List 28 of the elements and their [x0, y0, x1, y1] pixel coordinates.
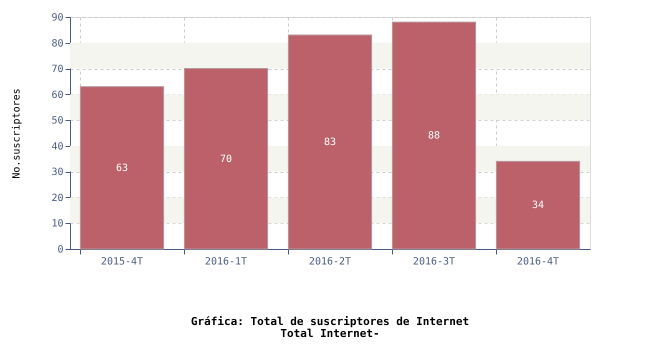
y-tick-label: 10	[51, 218, 64, 230]
y-tick-label: 80	[51, 38, 64, 50]
y-tick-label: 50	[51, 116, 64, 127]
y-tick-label: 30	[51, 167, 64, 178]
y-tick-label: 40	[51, 141, 64, 152]
y-tick-label: 0	[57, 244, 64, 256]
text: Total Internet-	[280, 327, 380, 340]
bar	[288, 34, 372, 250]
x-tick-label: 2016-3T	[412, 256, 456, 268]
data-label: 34	[532, 200, 544, 212]
x-tick-label: 2016-2T	[308, 256, 352, 268]
y-tick-label: 60	[51, 90, 64, 101]
bar	[392, 22, 476, 250]
bar	[80, 86, 164, 250]
bar	[184, 68, 268, 250]
data-label: 88	[428, 130, 440, 142]
data-label: 63	[116, 162, 128, 174]
data-label: 70	[220, 154, 232, 165]
text: Gráfica: Total de suscriptores de Internet	[190, 315, 470, 328]
bar	[496, 160, 580, 250]
x-tick-label: 2016-1T	[204, 256, 248, 268]
data-label: 83	[324, 137, 336, 148]
y-tick-label: 70	[51, 64, 64, 76]
y-tick-label: 90	[51, 12, 64, 24]
y-axis-title: No.suscriptores	[11, 88, 22, 179]
y-tick-label: 20	[51, 192, 64, 204]
x-tick-label: 2015-4T	[100, 256, 144, 268]
x-tick-label: 2016-4T	[516, 256, 560, 268]
